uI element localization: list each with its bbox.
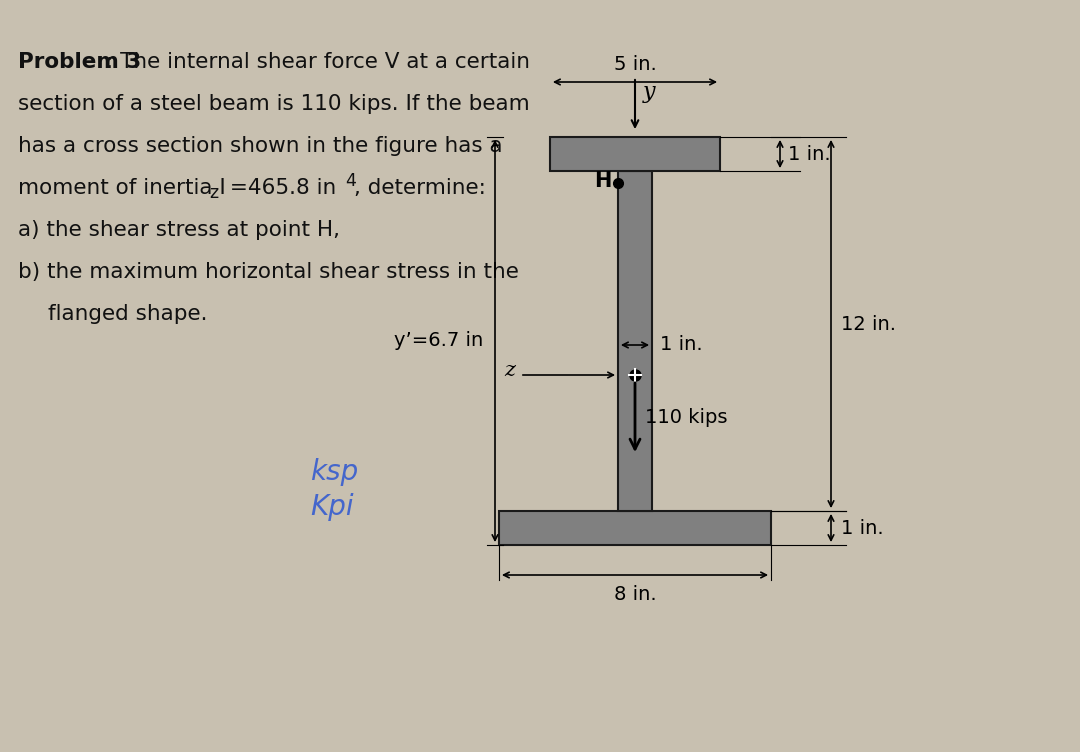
Bar <box>550 137 720 171</box>
Text: 1 in.: 1 in. <box>788 144 831 163</box>
Text: , determine:: , determine: <box>354 178 486 198</box>
Text: has a cross section shown in the figure has a: has a cross section shown in the figure … <box>18 136 502 156</box>
Text: a) the shear stress at point H,: a) the shear stress at point H, <box>18 220 340 240</box>
Text: z: z <box>504 360 515 380</box>
Text: 110 kips: 110 kips <box>645 408 728 427</box>
Text: section of a steel beam is 110 kips. If the beam: section of a steel beam is 110 kips. If … <box>18 94 530 114</box>
Text: 1 in.: 1 in. <box>660 335 703 354</box>
Text: : The internal shear force V at a certain: : The internal shear force V at a certai… <box>106 52 530 72</box>
Text: z: z <box>210 184 218 202</box>
Text: b) the maximum horizontal shear stress in the: b) the maximum horizontal shear stress i… <box>18 262 518 282</box>
Text: 8 in.: 8 in. <box>613 585 657 604</box>
Text: 1 in.: 1 in. <box>841 518 883 538</box>
Text: y: y <box>643 81 656 103</box>
Bar <box>618 171 652 511</box>
Text: moment of inertia I: moment of inertia I <box>18 178 226 198</box>
Text: =465.8 in: =465.8 in <box>222 178 336 198</box>
Bar <box>499 511 771 545</box>
Text: ksp: ksp <box>310 458 359 486</box>
Text: flanged shape.: flanged shape. <box>48 304 207 324</box>
Text: H: H <box>594 171 611 191</box>
Text: 12 in.: 12 in. <box>841 314 896 333</box>
Text: 4: 4 <box>345 172 356 190</box>
Text: Kpi: Kpi <box>310 493 353 521</box>
Text: Problem 3: Problem 3 <box>18 52 141 72</box>
Text: y’=6.7 in: y’=6.7 in <box>394 332 483 350</box>
Text: 5 in.: 5 in. <box>613 55 657 74</box>
